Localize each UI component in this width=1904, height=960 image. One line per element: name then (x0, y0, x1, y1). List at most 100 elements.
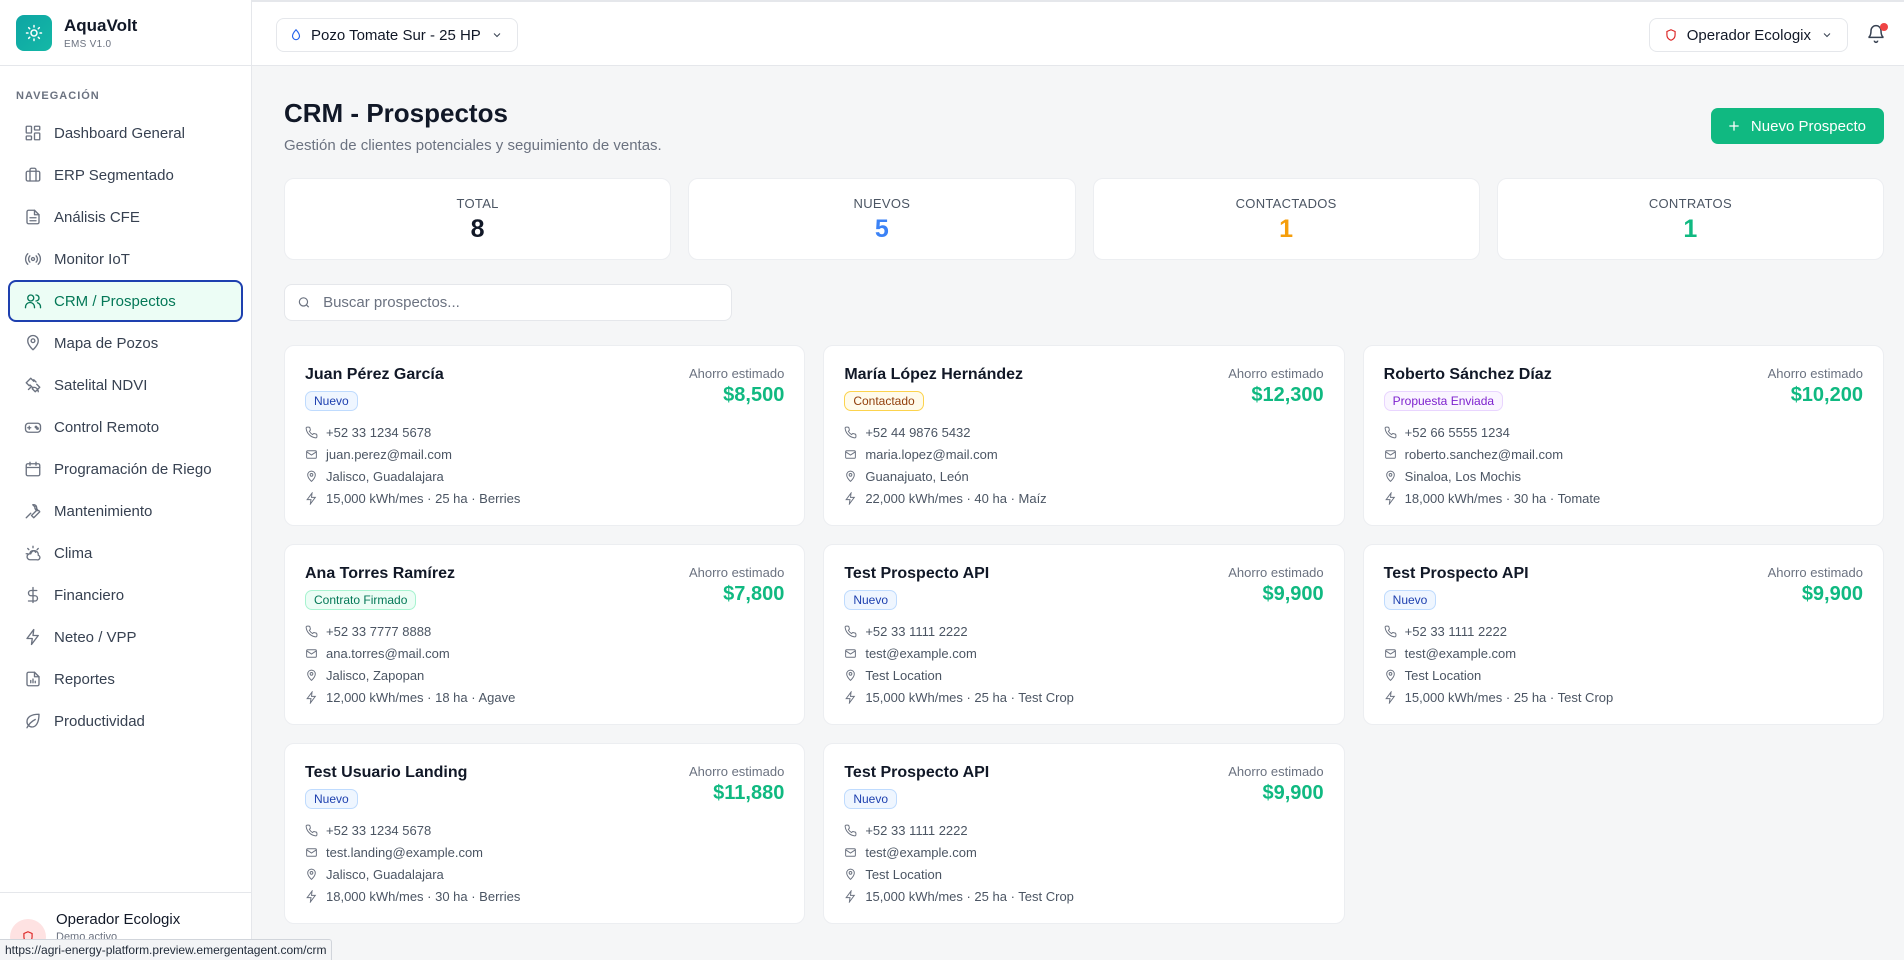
prospect-phone: +52 33 1111 2222 (865, 822, 968, 838)
bolt-icon (26, 628, 39, 646)
status-badge: Contrato Firmado (305, 590, 417, 610)
well-selector-label: Pozo Tomate Sur - 25 HP (311, 26, 481, 44)
phone-icon (844, 625, 857, 637)
prospect-card[interactable]: María López Hernández Contactado Ahorro es… (823, 345, 1345, 526)
sidebar-item-productividad[interactable]: Productividad (8, 700, 243, 742)
savings-block: Ahorro estimado $9,900 (1768, 565, 1863, 606)
prospect-name: Test Prospecto API (844, 565, 990, 582)
sidebar-item-label: Clima (54, 544, 93, 562)
sidebar-item-erp-segmentado[interactable]: ERP Segmentado (8, 154, 243, 196)
brand[interactable]: AquaVolt EMS V1.0 (0, 0, 251, 66)
prospect-location: Jalisco, Zapopan (326, 667, 425, 683)
map-pin-icon (27, 334, 39, 351)
notifications-button[interactable] (1866, 23, 1888, 46)
phone-icon (305, 824, 318, 836)
prospect-card[interactable]: Test Prospecto API Nuevo Ahorro estimado $9… (1362, 544, 1884, 725)
savings-value: $9,900 (1801, 583, 1863, 605)
bell-icon (1868, 24, 1884, 44)
droplet-icon (291, 28, 301, 41)
prospect-phone: +52 44 9876 5432 (865, 424, 971, 440)
savings-value: $11,880 (713, 782, 785, 804)
search-input[interactable] (323, 294, 719, 311)
prospect-phone-row: +52 33 1234 5678 (305, 421, 784, 443)
prospect-email: maria.lopez@mail.com (865, 446, 998, 462)
report-icon (26, 671, 40, 687)
operator-selector[interactable]: Operador Ecologix (1648, 18, 1848, 52)
users-icon (24, 294, 42, 309)
prospect-phone-row: +52 33 1234 5678 (305, 819, 784, 841)
prospect-location-row: Jalisco, Zapopan (305, 664, 784, 686)
sidebar-item-financiero[interactable]: Financiero (8, 574, 243, 616)
sidebar-item-mapa-de-pozos[interactable]: Mapa de Pozos (8, 322, 243, 364)
location-icon (846, 868, 856, 880)
prospect-location: Sinaloa, Los Mochis (1404, 468, 1521, 484)
stat-value: 1 (1279, 215, 1294, 243)
sidebar-item-programacion-de-riego[interactable]: Programación de Riego (8, 448, 243, 490)
sidebar-item-label: Financiero (54, 586, 125, 604)
nav-list: Dashboard General ERP Segmentado Análisis … (0, 112, 251, 742)
prospect-phone-row: +52 66 5555 1234 (1384, 421, 1863, 443)
sidebar-item-control-remoto[interactable]: Control Remoto (8, 406, 243, 448)
prospect-card[interactable]: Juan Pérez García Nuevo Ahorro estimado $8,… (284, 345, 806, 526)
prospect-consumption: 18,000 kWh/mes · 30 ha · Berries (326, 888, 521, 904)
prospect-consumption-row: 15,000 kWh/mes · 25 ha · Test Crop (844, 686, 1323, 708)
main-content: CRM - Prospectos Gestión de clientes pot… (284, 66, 1884, 924)
prospect-email: juan.perez@mail.com (326, 446, 452, 462)
prospect-email-row: test@example.com (844, 841, 1323, 863)
prospect-consumption: 22,000 kWh/mes · 40 ha · Maíz (865, 490, 1047, 506)
status-badge: Contactado (844, 391, 924, 411)
sidebar-item-crm-prospectos[interactable]: CRM / Prospectos (8, 280, 243, 322)
savings-block: Ahorro estimado $9,900 (1228, 565, 1323, 606)
sidebar-item-label: Productividad (54, 712, 145, 730)
savings-block: Ahorro estimado $8,500 (689, 366, 784, 407)
stat-value: 1 (1683, 215, 1698, 243)
sun-icon (16, 14, 52, 51)
new-prospect-button[interactable]: Nuevo Prospecto (1710, 108, 1884, 144)
mail-icon (1384, 449, 1396, 459)
search-box[interactable] (284, 284, 732, 321)
prospect-consumption-row: 15,000 kWh/mes · 25 ha · Test Crop (1384, 686, 1863, 708)
prospect-card[interactable]: Test Prospecto API Nuevo Ahorro estimado $9… (823, 544, 1345, 725)
savings-label: Ahorro estimado (688, 565, 785, 580)
savings-label: Ahorro estimado (688, 764, 785, 779)
sidebar-item-analisis-cfe[interactable]: Análisis CFE (8, 196, 243, 238)
prospect-phone: +52 33 1234 5678 (326, 424, 432, 440)
calendar-icon (25, 461, 41, 477)
sidebar-item-reportes[interactable]: Reportes (8, 658, 243, 700)
prospect-consumption: 18,000 kWh/mes · 30 ha · Tomate (1404, 490, 1601, 506)
prospect-card[interactable]: Test Usuario Landing Nuevo Ahorro estimado… (284, 743, 806, 924)
prospect-email-row: test@example.com (1384, 642, 1863, 664)
prospect-card[interactable]: Roberto Sánchez Díaz Propuesta Enviada Aho… (1362, 345, 1884, 526)
mail-icon (306, 449, 317, 459)
sidebar-item-neteo-vpp[interactable]: Neteo / VPP (8, 616, 243, 658)
prospect-card[interactable]: Ana Torres Ramírez Contrato Firmado Ahorro… (284, 544, 806, 725)
sidebar-item-mantenimiento[interactable]: Mantenimiento (8, 490, 243, 532)
well-selector[interactable]: Pozo Tomate Sur - 25 HP (276, 18, 518, 52)
prospect-location-row: Test Location (1384, 664, 1863, 686)
prospect-phone-row: +52 33 1111 2222 (844, 620, 1323, 642)
sidebar-item-monitor-iot[interactable]: Monitor IoT (8, 238, 243, 280)
sidebar-item-satelital-ndvi[interactable]: Satelital NDVI (8, 364, 243, 406)
top-bar: Pozo Tomate Sur - 25 HP Operador Ecologi… (252, 0, 1904, 66)
prospect-name: Test Prospecto API (844, 764, 990, 781)
prospect-phone-row: +52 33 1111 2222 (1384, 620, 1863, 642)
gamepad-icon (24, 422, 42, 433)
savings-block: Ahorro estimado $12,300 (1228, 366, 1323, 407)
sidebar-item-clima[interactable]: Clima (8, 532, 243, 574)
prospect-email-row: juan.perez@mail.com (305, 443, 784, 465)
lightning-icon (845, 491, 856, 505)
prospect-consumption-row: 22,000 kWh/mes · 40 ha · Maíz (844, 487, 1323, 509)
prospect-card[interactable]: Test Prospecto API Nuevo Ahorro estimado $9… (823, 743, 1345, 924)
lightning-icon (845, 889, 856, 903)
sidebar-item-label: Programación de Riego (54, 460, 212, 478)
prospect-details: +52 44 9876 5432 maria.lopez@mail.com Guan… (844, 421, 1323, 509)
location-icon (307, 868, 316, 880)
prospect-name: Juan Pérez García (305, 366, 444, 383)
savings-label: Ahorro estimado (1228, 764, 1324, 779)
savings-block: Ahorro estimado $11,880 (689, 764, 784, 805)
signal-icon (24, 253, 42, 265)
stat-card-nuevos: NUEVOS 5 (688, 178, 1076, 260)
dashboard-icon (25, 125, 41, 141)
sidebar-item-dashboard-general[interactable]: Dashboard General (8, 112, 243, 154)
lightning-icon (306, 889, 317, 903)
